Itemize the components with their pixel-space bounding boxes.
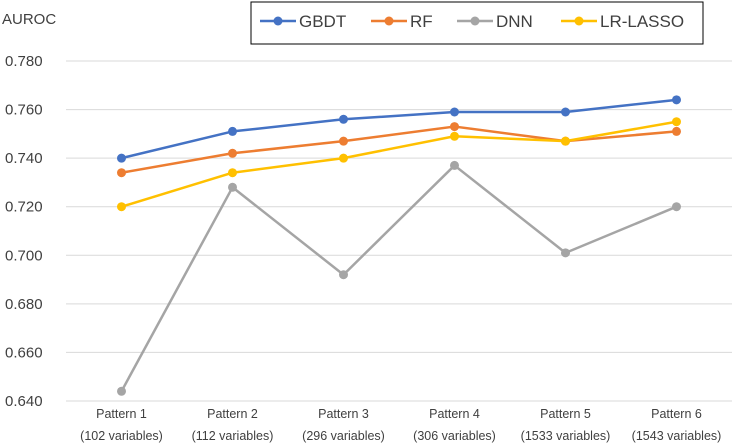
legend-swatch-marker (574, 16, 584, 26)
y-tick-label: 0.720 (5, 199, 43, 216)
data-point (450, 122, 459, 132)
series-rf (117, 122, 681, 178)
data-point (339, 136, 348, 146)
x-tick-sublabel: (1533 variables) (521, 429, 611, 443)
data-point (339, 270, 348, 280)
data-point (228, 148, 237, 158)
legend-label: RF (410, 12, 433, 31)
y-tick-label: 0.680 (5, 296, 43, 313)
legend-item-gbdt: GBDT (260, 12, 346, 31)
y-axis-title: AUROC (2, 11, 56, 28)
legend-swatch-marker (384, 16, 394, 26)
x-tick-sublabel: (102 variables) (80, 429, 163, 443)
series-lr-lasso (117, 117, 681, 212)
y-tick-label: 0.740 (5, 150, 43, 167)
data-point (117, 153, 126, 163)
legend-item-lr-lasso: LR-LASSO (561, 12, 684, 31)
series-line (121, 98, 677, 160)
data-point (561, 107, 570, 117)
series-line (120, 164, 677, 392)
data-point (450, 131, 459, 141)
data-point (339, 153, 348, 163)
data-point (561, 248, 570, 258)
data-point (228, 126, 237, 136)
series-dnn (117, 160, 681, 396)
x-tick-label: Pattern 2 (207, 407, 258, 421)
x-tick-label: Pattern 1 (96, 407, 147, 421)
legend-label: DNN (496, 12, 533, 31)
data-point (672, 95, 681, 105)
data-point (450, 160, 459, 170)
x-tick-label: Pattern 5 (540, 407, 591, 421)
y-tick-label: 0.780 (5, 53, 43, 70)
x-axis-ticks: Pattern 1 (102 variables) Pattern 2 (112 va… (80, 407, 721, 443)
series-layer (117, 95, 681, 396)
y-axis-ticks: 0.640 0.660 0.680 0.700 0.720 0.740 0.760 0.780 (5, 53, 43, 410)
data-point (672, 117, 681, 127)
data-point (339, 114, 348, 124)
series-line (121, 125, 677, 174)
legend-label: GBDT (299, 12, 346, 31)
series-gbdt (117, 95, 681, 163)
series-line (121, 120, 677, 208)
legend-swatch-marker (470, 16, 480, 26)
x-tick-label: Pattern 6 (651, 407, 702, 421)
data-point (228, 182, 237, 192)
data-point (117, 386, 126, 396)
legend-item-dnn: DNN (457, 12, 533, 31)
data-point (450, 107, 459, 117)
x-tick-label: Pattern 3 (318, 407, 369, 421)
y-tick-label: 0.640 (5, 393, 43, 410)
legend-label: LR-LASSO (600, 12, 684, 31)
y-tick-label: 0.760 (5, 102, 43, 119)
legend: GBDT RF DNN LR-LASSO (250, 1, 704, 45)
data-point (672, 126, 681, 136)
x-tick-sublabel: (1543 variables) (632, 429, 722, 443)
data-point (117, 168, 126, 178)
x-tick-label: Pattern 4 (429, 407, 480, 421)
grid-layer (66, 60, 732, 402)
x-tick-sublabel: (306 variables) (413, 429, 496, 443)
x-tick-sublabel: (296 variables) (302, 429, 385, 443)
data-point (117, 202, 126, 212)
data-point (228, 168, 237, 178)
x-tick-sublabel: (112 variables) (192, 429, 274, 443)
legend-swatch-marker (273, 16, 283, 26)
data-point (672, 202, 681, 212)
data-point (561, 136, 570, 146)
legend-item-rf: RF (371, 12, 433, 31)
y-tick-label: 0.700 (5, 247, 43, 264)
y-tick-label: 0.660 (5, 344, 43, 361)
